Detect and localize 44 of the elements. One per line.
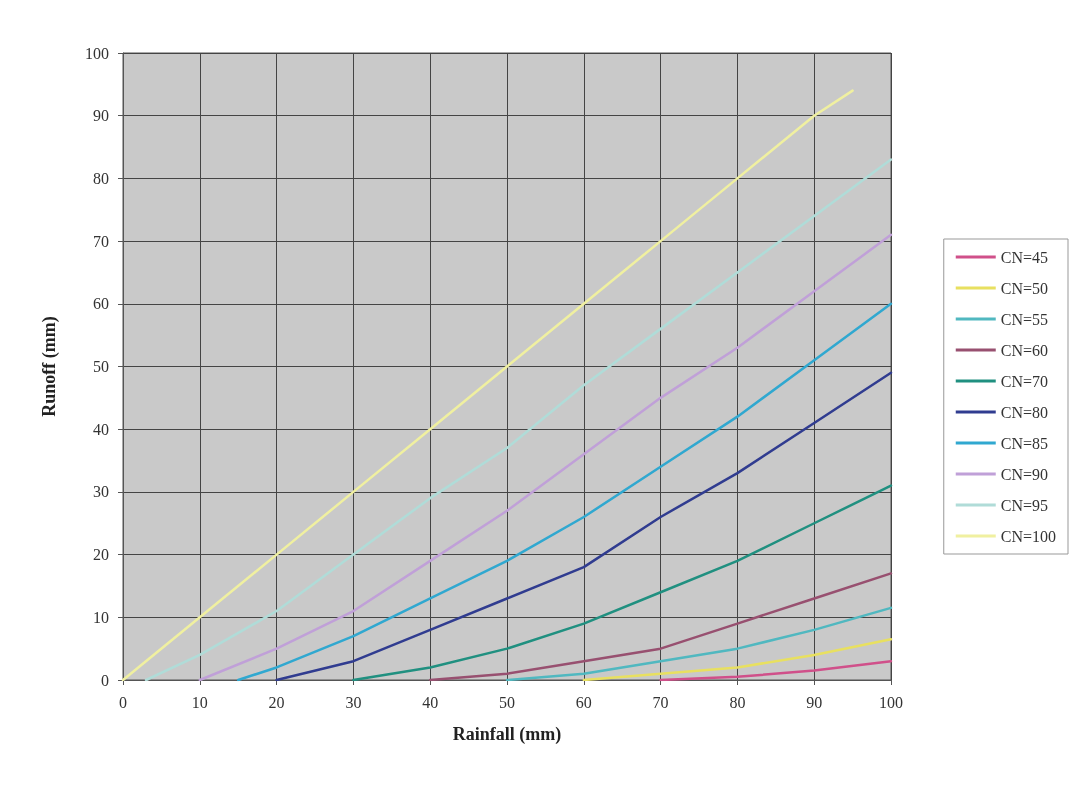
x-tick-label: 80 xyxy=(729,693,746,711)
line-series xyxy=(659,659,893,682)
y-tick-label: 30 xyxy=(93,483,109,501)
y-tick-label: 0 xyxy=(101,671,109,689)
y-tick-label: 40 xyxy=(93,420,109,438)
x-tick-label: 100 xyxy=(879,693,903,711)
legend-label: CN=50 xyxy=(1000,279,1048,297)
x-tick-label: 20 xyxy=(268,693,285,711)
x-axis-title: Rainfall (mm) xyxy=(452,724,562,745)
x-tick-label: 90 xyxy=(806,693,823,711)
y-tick-label: 20 xyxy=(93,546,109,564)
line-series xyxy=(505,606,893,682)
y-tick-label: 100 xyxy=(85,44,109,62)
y-tick-label: 10 xyxy=(93,608,109,626)
legend-label: CN=80 xyxy=(1000,403,1048,421)
legend-label: CN=55 xyxy=(1000,310,1048,328)
x-tick-label: 0 xyxy=(119,693,127,711)
x-tick-label: 10 xyxy=(191,693,208,711)
line-series xyxy=(121,89,854,682)
line-series xyxy=(236,302,893,682)
legend-label: CN=100 xyxy=(1000,527,1056,545)
x-tick-label: 40 xyxy=(422,693,439,711)
y-tick-label: 60 xyxy=(93,295,109,313)
y-tick-label: 50 xyxy=(93,358,109,375)
x-tick-label: 70 xyxy=(652,693,669,711)
legend-label: CN=90 xyxy=(1000,465,1048,483)
line-series xyxy=(582,638,893,682)
y-tick-label: 80 xyxy=(93,169,109,187)
legend-label: CN=70 xyxy=(1000,372,1048,390)
x-tick-label: 30 xyxy=(345,693,362,711)
line-series xyxy=(275,371,893,682)
line-series xyxy=(352,484,893,682)
line-series xyxy=(198,233,893,682)
legend-label: CN=60 xyxy=(1000,341,1048,359)
y-tick-label: 70 xyxy=(93,232,109,250)
line-series xyxy=(144,158,893,682)
x-tick-label: 60 xyxy=(575,693,592,711)
y-tick-label: 90 xyxy=(93,107,109,125)
legend-label: CN=45 xyxy=(1000,248,1048,266)
y-axis-title: Runoff (mm) xyxy=(39,316,60,417)
x-tick-label: 50 xyxy=(499,693,515,711)
line-series xyxy=(428,572,893,682)
legend-label: CN=85 xyxy=(1000,434,1048,452)
legend-label: CN=95 xyxy=(1000,496,1048,514)
